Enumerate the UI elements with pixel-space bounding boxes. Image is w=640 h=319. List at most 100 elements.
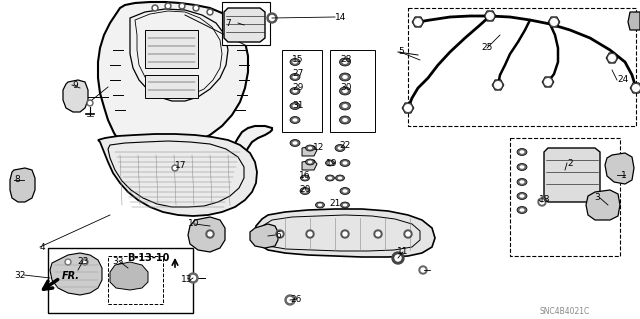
Ellipse shape — [290, 139, 300, 146]
Text: 23: 23 — [77, 256, 88, 265]
Ellipse shape — [339, 87, 351, 95]
Text: 32: 32 — [14, 271, 26, 279]
Text: 28: 28 — [340, 56, 351, 64]
Circle shape — [173, 167, 177, 169]
Ellipse shape — [292, 60, 298, 64]
Text: 18: 18 — [539, 196, 550, 204]
Bar — [48, 248, 193, 313]
Polygon shape — [302, 146, 317, 156]
Ellipse shape — [308, 160, 312, 164]
Ellipse shape — [292, 89, 298, 93]
Circle shape — [404, 230, 412, 238]
Ellipse shape — [338, 176, 342, 180]
Ellipse shape — [326, 175, 335, 181]
Polygon shape — [222, 2, 270, 45]
Text: 31: 31 — [292, 101, 303, 110]
Circle shape — [207, 9, 213, 15]
Circle shape — [374, 230, 382, 238]
Circle shape — [88, 101, 92, 105]
Text: FR.: FR. — [62, 271, 80, 281]
Polygon shape — [98, 2, 272, 185]
Polygon shape — [412, 17, 424, 27]
Circle shape — [180, 4, 184, 8]
Ellipse shape — [290, 102, 300, 109]
Text: 27: 27 — [292, 70, 303, 78]
Circle shape — [395, 255, 401, 261]
Circle shape — [285, 295, 295, 305]
Text: 29: 29 — [292, 84, 303, 93]
Circle shape — [540, 200, 544, 204]
Circle shape — [538, 198, 546, 206]
Ellipse shape — [342, 89, 348, 93]
Circle shape — [87, 100, 93, 106]
Ellipse shape — [337, 146, 342, 150]
Text: 10: 10 — [188, 219, 200, 228]
Circle shape — [179, 3, 185, 9]
Polygon shape — [98, 134, 257, 216]
Text: 6: 6 — [275, 231, 281, 240]
Ellipse shape — [520, 165, 525, 169]
Bar — [108, 256, 163, 304]
Polygon shape — [63, 80, 88, 112]
Polygon shape — [110, 262, 148, 290]
Circle shape — [276, 230, 284, 238]
Polygon shape — [145, 30, 198, 68]
Polygon shape — [10, 168, 35, 202]
Circle shape — [306, 230, 314, 238]
Ellipse shape — [308, 146, 312, 150]
Polygon shape — [548, 17, 560, 27]
Ellipse shape — [303, 189, 307, 193]
Ellipse shape — [292, 75, 298, 79]
Ellipse shape — [335, 175, 344, 181]
Ellipse shape — [316, 202, 324, 208]
Circle shape — [376, 232, 380, 236]
Ellipse shape — [335, 145, 345, 152]
Text: 19: 19 — [326, 159, 337, 167]
Ellipse shape — [517, 179, 527, 186]
Ellipse shape — [520, 208, 525, 212]
Text: 21: 21 — [329, 198, 340, 207]
Ellipse shape — [292, 104, 298, 108]
Circle shape — [341, 230, 349, 238]
Circle shape — [154, 6, 157, 10]
Polygon shape — [145, 75, 198, 98]
Bar — [510, 138, 620, 256]
Polygon shape — [250, 224, 278, 248]
Circle shape — [195, 6, 198, 10]
Polygon shape — [224, 8, 265, 42]
Text: 26: 26 — [290, 294, 301, 303]
Polygon shape — [586, 190, 620, 220]
Text: 20: 20 — [299, 184, 310, 194]
Circle shape — [83, 261, 86, 263]
Text: 2: 2 — [567, 159, 573, 167]
Text: 8: 8 — [14, 175, 20, 184]
Ellipse shape — [305, 145, 314, 151]
Ellipse shape — [517, 192, 527, 199]
Circle shape — [609, 55, 615, 61]
Circle shape — [269, 16, 275, 20]
Polygon shape — [484, 11, 496, 21]
Ellipse shape — [290, 116, 300, 123]
Circle shape — [165, 3, 171, 9]
Text: 12: 12 — [313, 144, 324, 152]
Ellipse shape — [305, 159, 314, 165]
Ellipse shape — [520, 194, 525, 198]
Text: 25: 25 — [481, 43, 492, 53]
Ellipse shape — [517, 149, 527, 155]
Circle shape — [495, 82, 501, 88]
Circle shape — [343, 232, 347, 236]
Circle shape — [419, 266, 427, 274]
Ellipse shape — [340, 188, 350, 195]
Ellipse shape — [339, 58, 351, 66]
Ellipse shape — [303, 176, 307, 180]
Circle shape — [392, 252, 404, 264]
Text: SNC4B4021C: SNC4B4021C — [540, 308, 590, 316]
Ellipse shape — [292, 141, 298, 145]
Ellipse shape — [290, 58, 300, 65]
Circle shape — [421, 268, 425, 272]
Ellipse shape — [301, 175, 310, 181]
Circle shape — [545, 79, 551, 85]
Circle shape — [206, 230, 214, 238]
Ellipse shape — [290, 73, 300, 80]
Polygon shape — [544, 148, 600, 202]
